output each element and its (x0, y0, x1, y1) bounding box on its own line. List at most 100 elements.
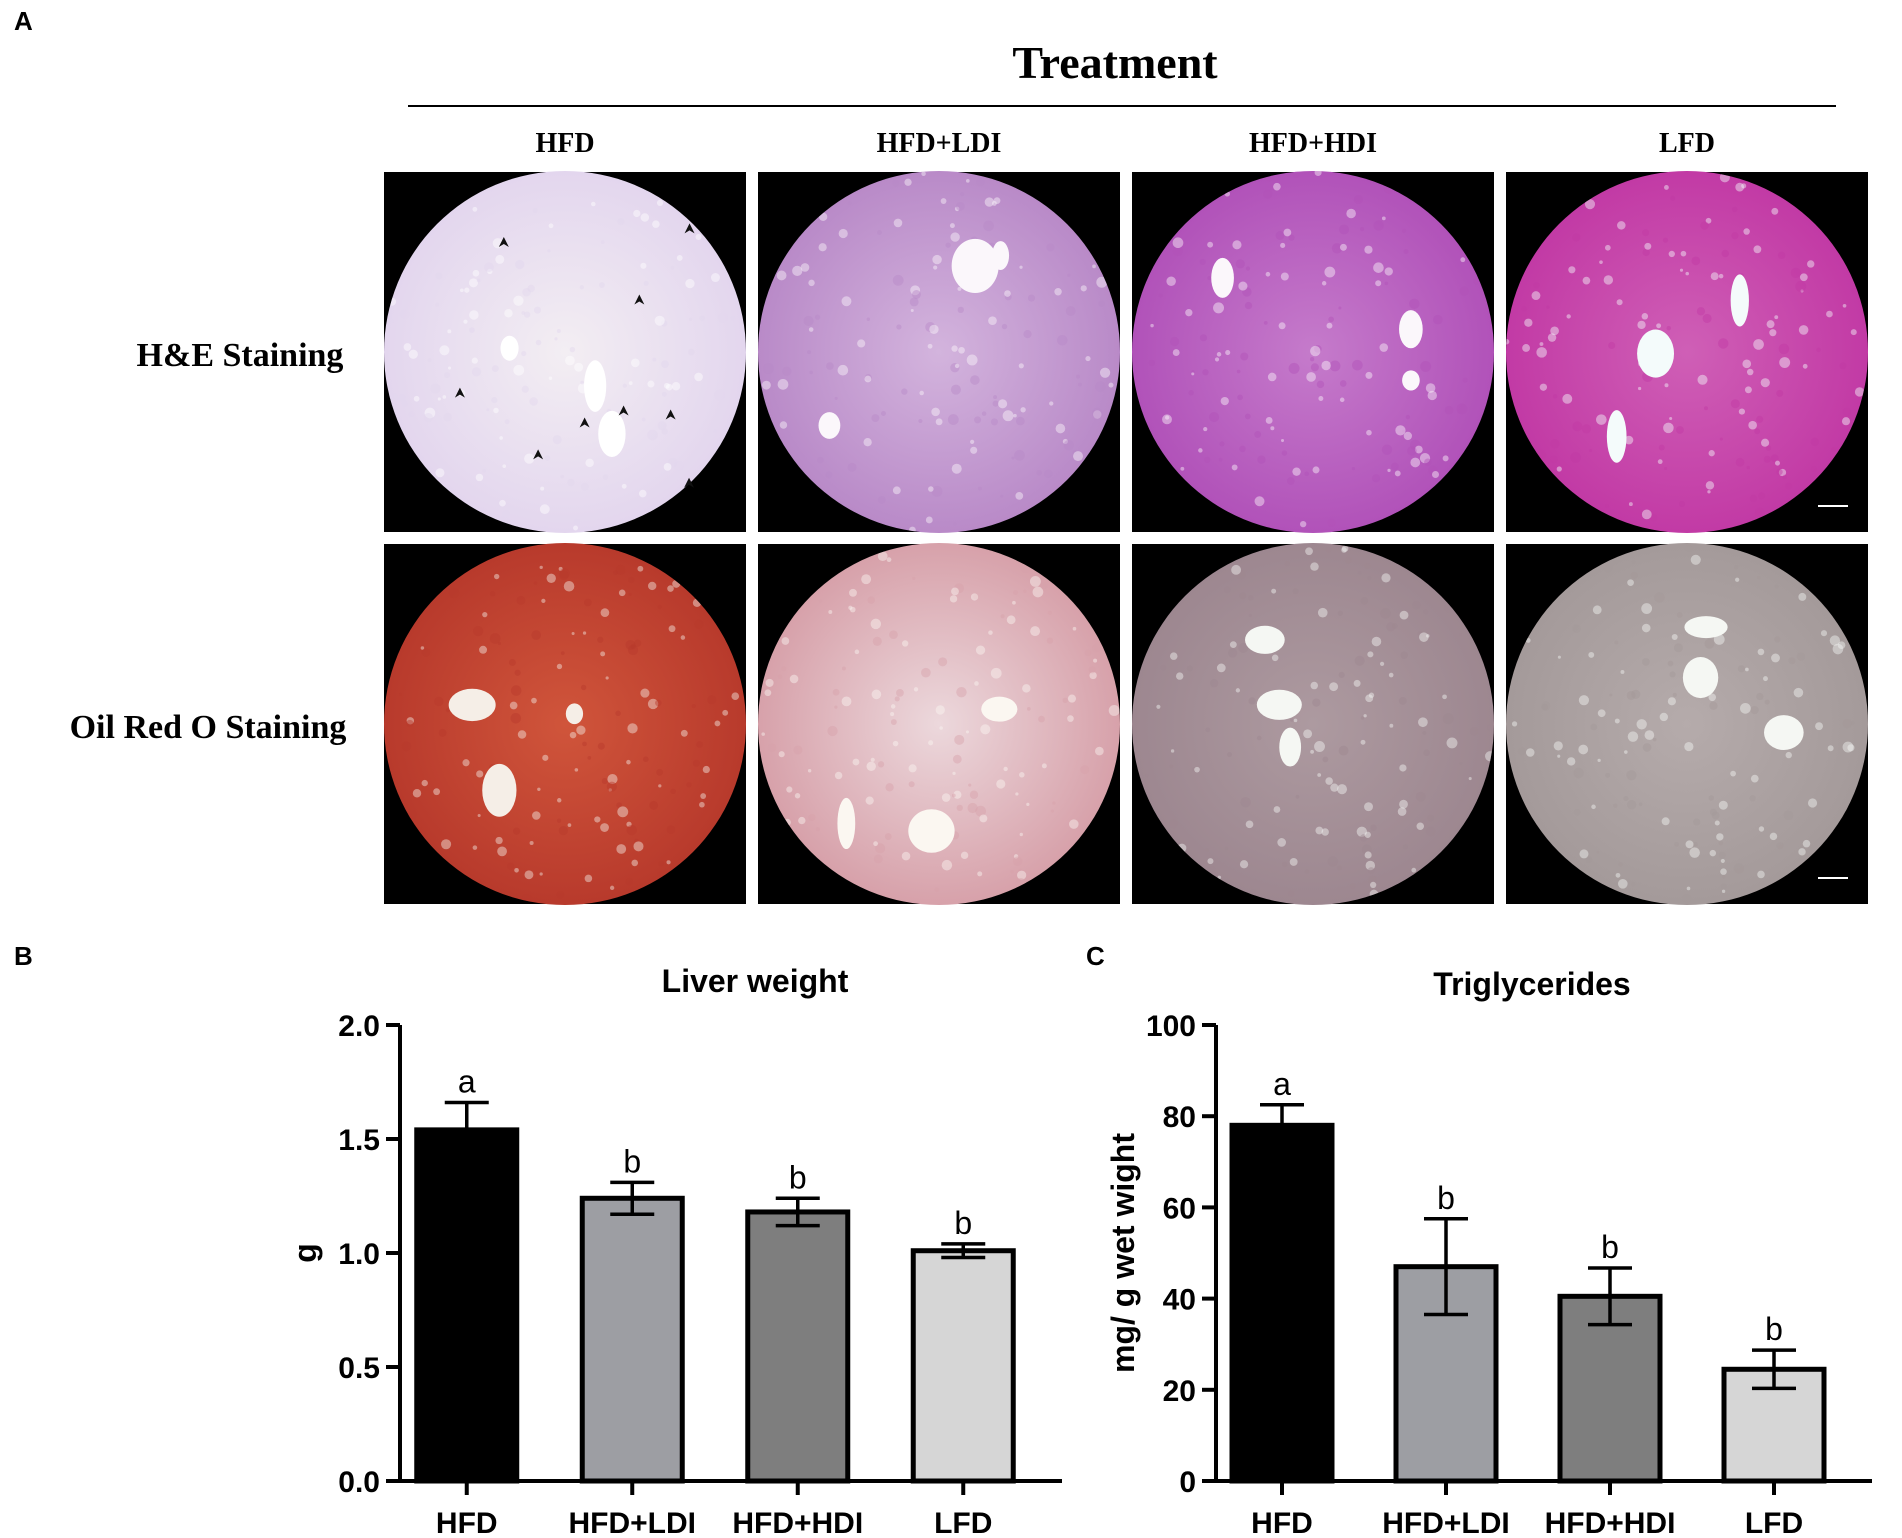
micrograph-1-2 (758, 171, 1120, 533)
tissue-field (1132, 543, 1494, 905)
vessel (598, 410, 626, 458)
panel-label: B (14, 941, 33, 971)
y-tick-label: 0.0 (338, 1466, 380, 1499)
vessel (992, 241, 1010, 271)
y-tick-label: 2.0 (338, 1010, 380, 1043)
tissue-field (1506, 171, 1868, 533)
tissue-field (758, 171, 1120, 533)
vessel (1399, 310, 1423, 349)
y-axis-label: mg/ g wet wight (1105, 1133, 1141, 1373)
column-headers: HFD HFD+LDI HFD+HDI LFD (535, 128, 1715, 159)
x-tick-label-2: HFD+LDI (1382, 1507, 1510, 1538)
tissue-field (384, 171, 746, 533)
bar-2 (579, 1195, 685, 1484)
arrow-marker-icon (634, 294, 645, 305)
x-tick-label-4: LFD (934, 1507, 992, 1538)
y-tick-label: 40 (1163, 1284, 1196, 1317)
row-label-2: Oil Red O Staining (70, 709, 347, 746)
triglycerides-chart: C Triglycerides mg/ g wet wight 0 20 40 60 80 10… (1086, 941, 1872, 1538)
vessel (1637, 329, 1675, 378)
arrow-marker-icon (498, 237, 509, 248)
column-header-1: HFD (535, 128, 594, 159)
error-bar-2 (610, 1180, 655, 1216)
chart-title: Triglycerides (1433, 966, 1630, 1002)
tissue-field (384, 543, 746, 905)
significance-letter-2: b (1437, 1180, 1455, 1216)
vessel (1682, 657, 1719, 699)
tissue-texture (399, 564, 740, 905)
vessel (584, 360, 607, 412)
micrograph-2-4 (1506, 543, 1868, 905)
error-bar-4 (941, 1242, 986, 1260)
y-tick-label: 1.0 (338, 1238, 380, 1271)
x-tick-label-3: HFD+HDI (732, 1507, 863, 1538)
panel-label: C (1086, 941, 1105, 971)
vessel (1764, 715, 1804, 750)
tissue-texture (1148, 171, 1480, 528)
arrow-marker-icon (684, 477, 695, 488)
arrow-marker-icon (665, 409, 676, 420)
error-bar-3 (1588, 1266, 1632, 1327)
vessel (1606, 410, 1627, 463)
vessel (1730, 274, 1749, 327)
error-bar-2 (1424, 1217, 1468, 1317)
column-header-3: HFD+HDI (1249, 128, 1377, 159)
vessel (818, 412, 841, 439)
vessel (1684, 616, 1728, 639)
error-bar-1 (444, 1100, 489, 1159)
error-bar-1 (1260, 1103, 1304, 1148)
vessel (1256, 689, 1302, 720)
tissue-texture (1511, 544, 1855, 904)
micrograph-2-1 (384, 543, 746, 905)
micrograph-1-1 (384, 171, 746, 533)
y-axis-label: g (287, 1243, 323, 1263)
vessel (1402, 370, 1420, 391)
arrow-marker-icon (618, 405, 629, 416)
vessel (565, 703, 584, 725)
vessel (951, 238, 999, 294)
error-bar-4 (1752, 1348, 1796, 1391)
vessel (1245, 625, 1285, 654)
y-tick-label: 20 (1163, 1375, 1196, 1408)
vessel (837, 797, 856, 850)
significance-letter-3: b (789, 1159, 807, 1195)
significance-letter-4: b (1765, 1311, 1783, 1347)
tissue-texture (388, 189, 746, 531)
row-labels: H&E Staining Oil Red O Staining (70, 337, 347, 746)
vessel (500, 335, 519, 361)
y-tick-label: 60 (1163, 1192, 1196, 1225)
tissue-texture (1145, 545, 1494, 899)
vessel (1211, 257, 1234, 298)
y-tick-label: 100 (1146, 1010, 1196, 1043)
x-tick-label-1: HFD (436, 1507, 498, 1538)
y-tick-label: 0 (1179, 1466, 1196, 1499)
micrograph-2-3 (1132, 543, 1494, 905)
micrograph-1-3 (1132, 171, 1494, 533)
x-tick-label-4: LFD (1745, 1507, 1803, 1538)
y-tick-label: 0.5 (338, 1352, 380, 1385)
treatment-header: Treatment (1012, 37, 1218, 88)
significance-letter-4: b (954, 1205, 972, 1241)
x-tick-label-3: HFD+HDI (1545, 1507, 1676, 1538)
tissue-texture (1506, 172, 1865, 522)
micrograph-grid (384, 171, 1868, 905)
significance-letter-1: a (458, 1064, 476, 1100)
arrow-marker-icon (533, 449, 544, 460)
y-tick-label: 1.5 (338, 1124, 380, 1157)
x-tick-label-2: HFD+LDI (569, 1507, 697, 1538)
vessel (1279, 727, 1302, 767)
vessel (981, 696, 1018, 722)
column-header-2: HFD+LDI (877, 128, 1002, 159)
row-label-1: H&E Staining (137, 337, 344, 374)
arrow-marker-icon (579, 417, 590, 428)
tissue-field (1506, 543, 1868, 905)
vessel (482, 763, 517, 817)
arrow-marker-icon (684, 223, 695, 234)
significance-letter-2: b (623, 1143, 641, 1179)
arrow-marker-icon (454, 387, 465, 398)
significance-letter-1: a (1273, 1066, 1291, 1102)
panel-a: A Treatment HFD HFD+LDI HFD+HDI LFD H&E Sta… (14, 6, 1868, 905)
liver-weight-chart: B Liver weight g 0.0 0.5 1.0 1.5 2.0 a HFD b HFD+LD… (14, 941, 1062, 1538)
bar-4 (910, 1248, 1016, 1484)
